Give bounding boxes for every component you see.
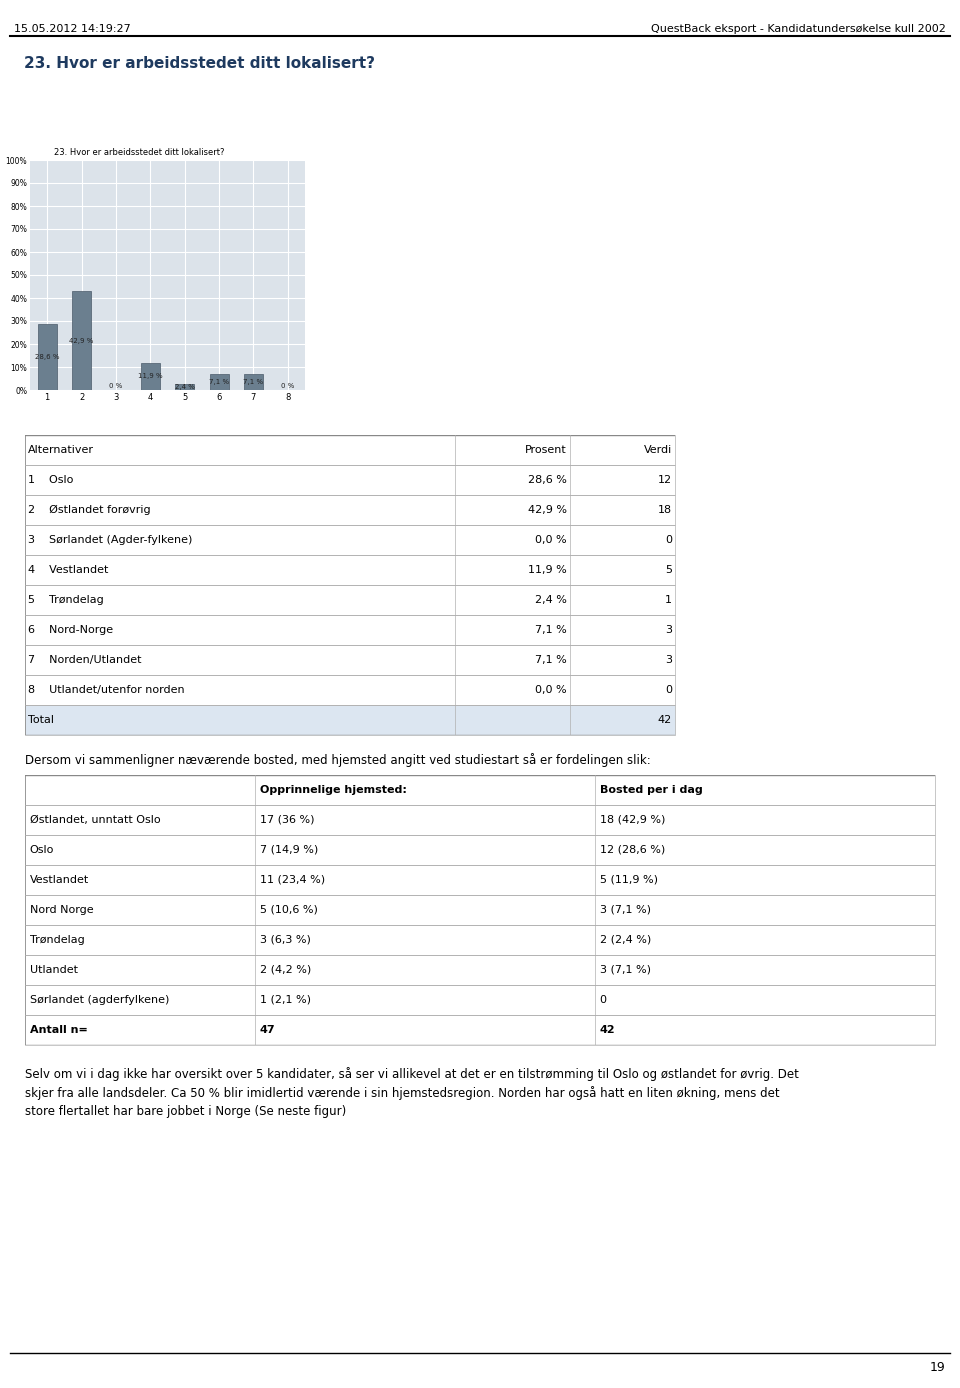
Bar: [25, 675, 675, 705]
Bar: [25, 465, 675, 496]
Text: 7,1 %: 7,1 %: [535, 655, 566, 665]
Text: 8    Utlandet/utenfor norden: 8 Utlandet/utenfor norden: [28, 686, 185, 695]
Text: 0 %: 0 %: [281, 383, 295, 389]
Text: 7,1 %: 7,1 %: [535, 625, 566, 634]
Text: 28,6 %: 28,6 %: [35, 354, 60, 359]
Text: 2    Østlandet forøvrig: 2 Østlandet forøvrig: [28, 505, 151, 515]
Text: 3 (6,3 %): 3 (6,3 %): [259, 936, 310, 945]
Text: Alternativer: Alternativer: [28, 446, 94, 455]
Text: Bosted per i dag: Bosted per i dag: [600, 786, 703, 795]
Text: 7 (14,9 %): 7 (14,9 %): [259, 845, 318, 855]
Text: 17 (36 %): 17 (36 %): [259, 815, 314, 824]
Bar: [25, 805, 935, 836]
Text: 28,6 %: 28,6 %: [528, 475, 566, 484]
Text: 3 (7,1 %): 3 (7,1 %): [600, 905, 651, 915]
Text: Vestlandet: Vestlandet: [30, 874, 88, 886]
Text: 0: 0: [664, 686, 672, 695]
Text: 0,0 %: 0,0 %: [535, 686, 566, 695]
Text: 18 (42,9 %): 18 (42,9 %): [600, 815, 665, 824]
Bar: [25, 924, 935, 955]
Text: QuestBack eksport - Kandidatundersøkelse kull 2002: QuestBack eksport - Kandidatundersøkelse…: [651, 24, 946, 33]
Text: 7    Norden/Utlandet: 7 Norden/Utlandet: [28, 655, 142, 665]
Bar: [25, 434, 675, 465]
Text: 42: 42: [658, 715, 672, 725]
Text: 18: 18: [658, 505, 672, 515]
Text: Sørlandet (agderfylkene): Sørlandet (agderfylkene): [30, 995, 169, 1005]
Text: 42: 42: [600, 1024, 615, 1035]
Text: 2 (2,4 %): 2 (2,4 %): [600, 936, 651, 945]
Text: 2,4 %: 2,4 %: [535, 595, 566, 605]
Text: 3: 3: [664, 655, 672, 665]
Bar: [25, 985, 935, 1015]
Bar: [37, 325, 57, 390]
Bar: [25, 584, 675, 615]
Text: 0: 0: [600, 995, 607, 1005]
Bar: [25, 955, 935, 985]
Bar: [25, 496, 675, 525]
Bar: [25, 1015, 935, 1045]
Text: Opprinnelige hjemsted:: Opprinnelige hjemsted:: [259, 786, 406, 795]
Text: 12: 12: [658, 475, 672, 484]
Bar: [25, 836, 935, 865]
Text: 6    Nord-Norge: 6 Nord-Norge: [28, 625, 113, 634]
Bar: [141, 362, 159, 390]
Text: Antall n=: Antall n=: [30, 1024, 87, 1035]
Text: Prosent: Prosent: [525, 446, 566, 455]
Text: Verdi: Verdi: [643, 446, 672, 455]
Text: 23. Hvor er arbeidsstedet ditt lokalisert?: 23. Hvor er arbeidsstedet ditt lokaliser…: [24, 56, 375, 71]
Text: 11,9 %: 11,9 %: [528, 565, 566, 575]
Bar: [72, 291, 91, 390]
Text: 3    Sørlandet (Agder-fylkene): 3 Sørlandet (Agder-fylkene): [28, 534, 193, 545]
Text: 7,1 %: 7,1 %: [244, 379, 263, 384]
Bar: [25, 525, 675, 555]
Text: 42,9 %: 42,9 %: [69, 337, 94, 344]
Text: Dersom vi sammenligner næværende bosted, med hjemsted angitt ved studiestart så : Dersom vi sammenligner næværende bosted,…: [25, 754, 651, 768]
Text: Selv om vi i dag ikke har oversikt over 5 kandidater, så ser vi allikevel at det: Selv om vi i dag ikke har oversikt over …: [25, 1067, 799, 1119]
Text: 11 (23,4 %): 11 (23,4 %): [259, 874, 324, 886]
Text: 12 (28,6 %): 12 (28,6 %): [600, 845, 664, 855]
Text: Østlandet, unntatt Oslo: Østlandet, unntatt Oslo: [30, 815, 160, 824]
Text: 23. Hvor er arbeidsstedet ditt lokalisert?: 23. Hvor er arbeidsstedet ditt lokaliser…: [54, 149, 225, 157]
Text: 1: 1: [664, 595, 672, 605]
Bar: [25, 865, 935, 895]
Text: 7,1 %: 7,1 %: [209, 379, 229, 384]
Text: 0,0 %: 0,0 %: [535, 534, 566, 545]
Text: 0 %: 0 %: [109, 383, 123, 389]
Bar: [25, 555, 675, 584]
Text: 5 (11,9 %): 5 (11,9 %): [600, 874, 658, 886]
Text: 5: 5: [664, 565, 672, 575]
Text: 47: 47: [259, 1024, 276, 1035]
Text: 3 (7,1 %): 3 (7,1 %): [600, 965, 651, 974]
Text: 42,9 %: 42,9 %: [528, 505, 566, 515]
Text: Oslo: Oslo: [30, 845, 54, 855]
Text: Trøndelag: Trøndelag: [30, 936, 84, 945]
Text: 2,4 %: 2,4 %: [175, 384, 195, 390]
Bar: [25, 775, 935, 805]
Text: 0: 0: [664, 534, 672, 545]
Bar: [25, 895, 935, 924]
Text: 15.05.2012 14:19:27: 15.05.2012 14:19:27: [14, 24, 132, 33]
Text: 1    Oslo: 1 Oslo: [28, 475, 74, 484]
Text: 4    Vestlandet: 4 Vestlandet: [28, 565, 108, 575]
Bar: [244, 373, 263, 390]
Bar: [176, 384, 194, 390]
Text: Nord Norge: Nord Norge: [30, 905, 93, 915]
Text: 1 (2,1 %): 1 (2,1 %): [259, 995, 310, 1005]
Bar: [25, 645, 675, 675]
Text: 11,9 %: 11,9 %: [138, 373, 162, 379]
Bar: [25, 705, 675, 736]
Text: 19: 19: [930, 1360, 946, 1374]
Text: 5    Trøndelag: 5 Trøndelag: [28, 595, 104, 605]
Text: 3: 3: [664, 625, 672, 634]
Text: Utlandet: Utlandet: [30, 965, 78, 974]
Text: Total: Total: [28, 715, 55, 725]
Bar: [25, 615, 675, 645]
Bar: [209, 373, 228, 390]
Text: 2 (4,2 %): 2 (4,2 %): [259, 965, 311, 974]
Text: 5 (10,6 %): 5 (10,6 %): [259, 905, 318, 915]
